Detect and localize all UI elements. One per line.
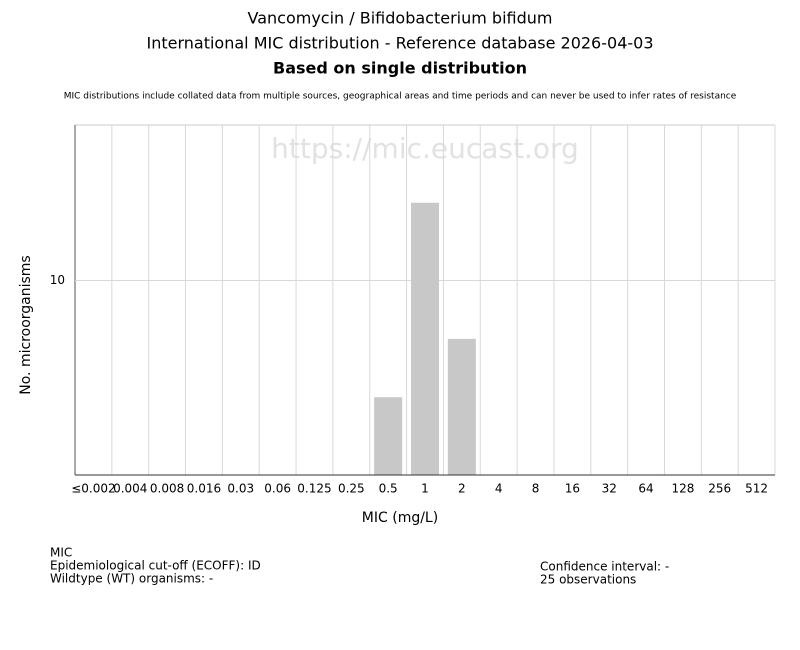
- x-tick-label: 512: [745, 482, 768, 496]
- x-tick-label: 0.008: [150, 482, 184, 496]
- x-tick-label: 2: [458, 482, 466, 496]
- footer-text: Confidence interval: -: [540, 560, 669, 574]
- footer-text: MIC: [50, 546, 72, 560]
- x-tick-label: 16: [565, 482, 580, 496]
- x-tick-label: 0.004: [113, 482, 147, 496]
- footer-text: Wildtype (WT) organisms: -: [50, 572, 213, 586]
- x-tick-label: 0.06: [264, 482, 291, 496]
- x-tick-label: 0.03: [227, 482, 254, 496]
- x-tick-label: 32: [602, 482, 617, 496]
- x-tick-label: 256: [708, 482, 731, 496]
- x-tick-label: 4: [495, 482, 503, 496]
- y-tick-label: 10: [50, 273, 65, 287]
- x-tick-label: 0.25: [338, 482, 365, 496]
- footer-text: 25 observations: [540, 573, 636, 587]
- x-tick-label: 1: [421, 482, 429, 496]
- x-tick-label: 0.5: [379, 482, 398, 496]
- bar: [374, 397, 403, 475]
- x-tick-label: 0.125: [297, 482, 331, 496]
- y-axis-label: No. microorganisms: [18, 255, 34, 394]
- x-tick-label: 64: [638, 482, 653, 496]
- watermark: https://mic.eucast.org: [271, 132, 579, 165]
- x-axis-label: MIC (mg/L): [362, 510, 438, 526]
- bar: [411, 202, 439, 475]
- x-tick-label: 0.016: [187, 482, 221, 496]
- chart-subtitle: Based on single distribution: [273, 59, 527, 78]
- x-tick-label: 128: [671, 482, 694, 496]
- x-tick-label: 8: [532, 482, 540, 496]
- footer-text: Epidemiological cut-off (ECOFF): ID: [50, 559, 261, 573]
- chart-note: MIC distributions include collated data …: [64, 92, 737, 102]
- bar: [447, 338, 476, 475]
- x-tick-label: ≤0.002: [71, 482, 115, 496]
- chart-title: Vancomycin / Bifidobacterium bifidum: [248, 9, 553, 28]
- chart-subtitle: International MIC distribution - Referen…: [146, 34, 653, 53]
